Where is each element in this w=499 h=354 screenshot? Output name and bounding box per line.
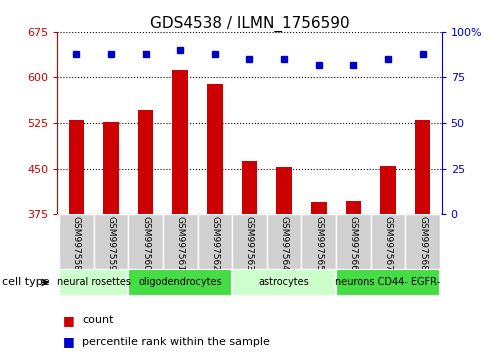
Bar bbox=[59, 214, 94, 269]
Bar bbox=[207, 84, 223, 214]
Text: GSM997564: GSM997564 bbox=[279, 216, 288, 271]
Bar bbox=[232, 214, 267, 269]
Text: percentile rank within the sample: percentile rank within the sample bbox=[82, 337, 270, 347]
Bar bbox=[128, 214, 163, 269]
Text: GSM997562: GSM997562 bbox=[211, 216, 220, 271]
Text: GSM997560: GSM997560 bbox=[141, 216, 150, 271]
Bar bbox=[380, 166, 396, 214]
Text: ■: ■ bbox=[62, 314, 74, 327]
Bar bbox=[371, 214, 405, 269]
Bar bbox=[232, 269, 336, 296]
Text: oligodendrocytes: oligodendrocytes bbox=[138, 277, 222, 287]
Text: GSM997565: GSM997565 bbox=[314, 216, 323, 271]
Bar bbox=[415, 120, 430, 214]
Bar bbox=[94, 214, 128, 269]
Bar bbox=[163, 214, 198, 269]
Bar bbox=[198, 214, 232, 269]
Text: GSM997568: GSM997568 bbox=[418, 216, 427, 271]
Bar bbox=[128, 269, 232, 296]
Text: GSM997561: GSM997561 bbox=[176, 216, 185, 271]
Text: GSM997566: GSM997566 bbox=[349, 216, 358, 271]
Text: cell type: cell type bbox=[2, 277, 50, 287]
Bar bbox=[59, 269, 128, 296]
Bar bbox=[69, 120, 84, 214]
Text: neurons CD44- EGFR-: neurons CD44- EGFR- bbox=[335, 277, 441, 287]
Bar bbox=[242, 161, 257, 214]
Text: neural rosettes: neural rosettes bbox=[57, 277, 131, 287]
Text: astrocytes: astrocytes bbox=[259, 277, 309, 287]
Text: count: count bbox=[82, 315, 114, 325]
Text: GSM997558: GSM997558 bbox=[72, 216, 81, 271]
Text: GSM997559: GSM997559 bbox=[107, 216, 116, 271]
Bar bbox=[173, 70, 188, 214]
Bar bbox=[336, 269, 440, 296]
Text: GSM997563: GSM997563 bbox=[245, 216, 254, 271]
Bar bbox=[276, 167, 292, 214]
Bar bbox=[267, 214, 301, 269]
Bar bbox=[301, 214, 336, 269]
Bar bbox=[138, 110, 153, 214]
Bar bbox=[345, 201, 361, 214]
Bar bbox=[405, 214, 440, 269]
Bar bbox=[311, 202, 326, 214]
Text: GSM997567: GSM997567 bbox=[383, 216, 392, 271]
Text: ■: ■ bbox=[62, 335, 74, 348]
Text: GDS4538 / ILMN_1756590: GDS4538 / ILMN_1756590 bbox=[150, 16, 349, 32]
Bar bbox=[336, 214, 371, 269]
Bar bbox=[103, 122, 119, 214]
